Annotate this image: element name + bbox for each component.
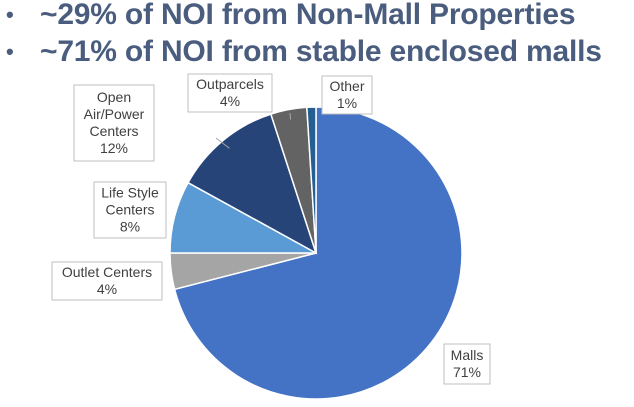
pie-slice-open-air-power-centers — [187, 113, 318, 255]
bullet-marker: • — [6, 2, 14, 27]
data-label-box — [321, 75, 373, 115]
data-label-line: 8% — [120, 219, 140, 235]
data-label-box — [443, 343, 491, 385]
data-label-line: Centers — [89, 123, 138, 139]
data-label-line: Life Style — [101, 185, 159, 201]
data-label-line: 4% — [97, 281, 117, 297]
leader-line — [215, 137, 230, 149]
data-label-line: Air/Power — [84, 106, 145, 122]
data-label-line: Centers — [105, 202, 154, 218]
pie-slice-malls — [173, 106, 463, 400]
data-label-line: Other — [329, 78, 364, 94]
data-label-line: Malls — [451, 347, 484, 363]
pie-slice-other — [306, 106, 317, 254]
data-label-box — [51, 261, 163, 301]
data-label-line: Outparcels — [196, 76, 264, 92]
data-label-line: 4% — [220, 93, 240, 109]
data-label-line: 1% — [337, 95, 357, 111]
data-label-line: Open — [97, 89, 131, 105]
bullet-marker: • — [6, 39, 14, 64]
leader-line — [289, 112, 292, 120]
data-label-line: 12% — [100, 140, 128, 156]
data-label-box — [187, 73, 273, 113]
data-label-box — [73, 84, 155, 162]
data-label-line: Outlet Centers — [62, 264, 152, 280]
data-label-line: 71% — [453, 364, 481, 380]
data-label-box — [93, 181, 167, 239]
pie-slices — [169, 106, 463, 400]
bullet-text: ~71% of NOI from stable enclosed malls — [40, 35, 602, 68]
bullet-text: ~29% of NOI from Non-Mall Properties — [40, 0, 576, 31]
